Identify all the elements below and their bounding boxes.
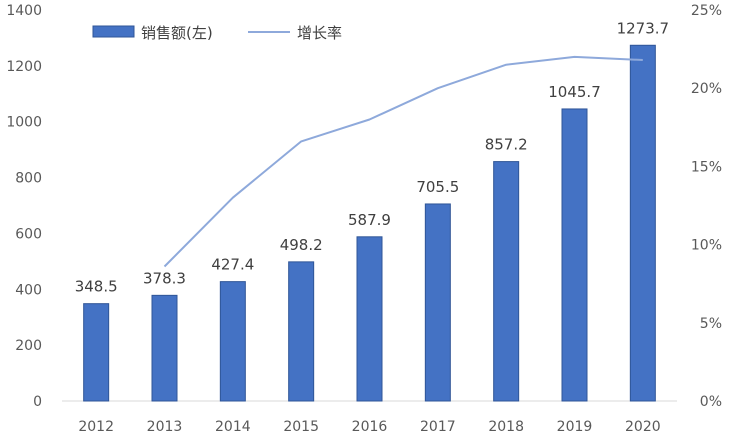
category-labels: 2012 2013 2014 2015 2016 2017 2018 2019 2020 [78, 419, 660, 435]
bar [83, 303, 110, 402]
legend-bar-label: 销售额(左) [141, 24, 213, 42]
legend-line-label: 增长率 [297, 24, 342, 42]
bar-value-label: 1273.7 [617, 19, 670, 37]
line-series [163, 55, 643, 268]
bar [219, 281, 246, 402]
category-label: 2012 [78, 419, 114, 435]
right-tick-label: 0% [700, 394, 722, 410]
left-axis-ticks: 0 200 400 600 800 1000 1200 1400 [6, 3, 42, 410]
bar [151, 294, 178, 402]
category-label: 2018 [488, 419, 524, 435]
bar-data-labels: 348.5 378.3 427.4 498.2 587.9 705.5 857.2 1045.… [75, 19, 669, 295]
left-tick-label: 800 [15, 171, 42, 187]
bar-value-label: 498.2 [280, 236, 323, 254]
left-tick-label: 1400 [6, 3, 42, 19]
growth-rate-line [163, 55, 643, 268]
right-tick-label: 20% [691, 81, 722, 97]
bar [356, 236, 383, 402]
right-tick-label: 15% [691, 159, 722, 175]
category-label: 2016 [352, 419, 388, 435]
right-tick-label: 25% [691, 3, 722, 19]
left-tick-label: 600 [15, 226, 42, 242]
category-label: 2015 [283, 419, 319, 435]
legend-bar-swatch [92, 25, 135, 38]
left-tick-label: 0 [33, 394, 42, 410]
bar [629, 44, 656, 402]
right-tick-label: 5% [700, 316, 722, 332]
bar [493, 161, 520, 402]
left-tick-label: 1000 [6, 115, 42, 131]
left-tick-label: 1200 [6, 59, 42, 75]
right-axis-ticks: 0% 5% 10% 15% 20% 25% [691, 3, 722, 410]
bar-value-label: 427.4 [211, 256, 254, 274]
bar-series [83, 44, 656, 402]
bar [424, 203, 451, 402]
category-label: 2020 [625, 419, 661, 435]
bar [561, 108, 588, 402]
category-label: 2014 [215, 419, 251, 435]
bar-value-label: 857.2 [485, 136, 528, 154]
bar-value-label: 587.9 [348, 211, 391, 229]
left-tick-label: 200 [15, 338, 42, 354]
bar-value-label: 348.5 [75, 278, 118, 296]
category-label: 2017 [420, 419, 456, 435]
category-label: 2019 [557, 419, 593, 435]
legend: 销售额(左) 增长率 [92, 24, 342, 42]
left-tick-label: 400 [15, 282, 42, 298]
bar-value-label: 1045.7 [548, 83, 601, 101]
bar-value-label: 705.5 [416, 178, 459, 196]
bar-value-label: 378.3 [143, 269, 186, 287]
right-tick-label: 10% [691, 238, 722, 254]
bar [288, 261, 315, 402]
category-label: 2013 [147, 419, 183, 435]
